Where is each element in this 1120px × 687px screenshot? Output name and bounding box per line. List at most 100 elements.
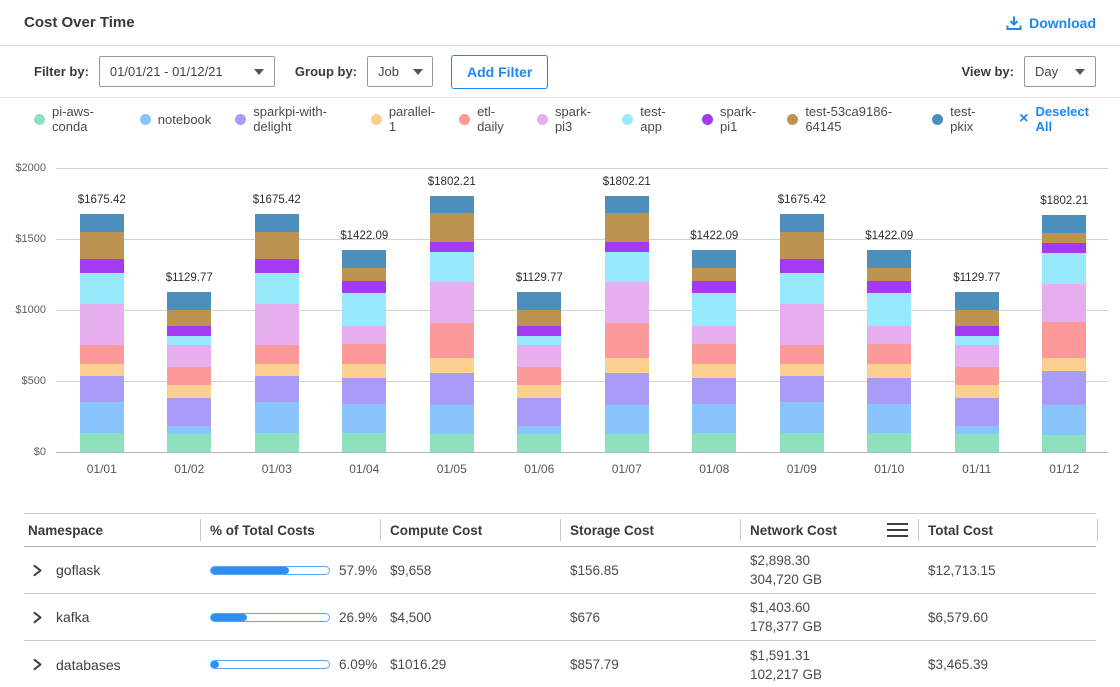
bar-stack[interactable]: [867, 250, 912, 452]
bar-stack[interactable]: [342, 250, 387, 452]
bar-segment-test-app[interactable]: [1042, 253, 1087, 285]
bar-segment-spark-pi3[interactable]: [604, 282, 649, 323]
legend-item-sparkpi-with-delight[interactable]: sparkpi-with-delight: [235, 104, 347, 134]
bar-segment-sparkpi-with-delight[interactable]: [429, 372, 474, 405]
bar-segment-sparkpi-with-delight[interactable]: [167, 397, 212, 426]
bar-segment-sparkpi-with-delight[interactable]: [779, 376, 824, 403]
bar-segment-etl-daily[interactable]: [954, 366, 999, 385]
bar-segment-test-53ca9186-64145[interactable]: [1042, 232, 1087, 244]
bar-segment-etl-daily[interactable]: [429, 322, 474, 358]
bar-segment-spark-pi3[interactable]: [342, 325, 387, 344]
bar-segment-sparkpi-with-delight[interactable]: [867, 378, 912, 405]
legend-item-test-app[interactable]: test-app: [622, 104, 678, 134]
bar-segment-parallel-1[interactable]: [517, 384, 562, 398]
column-header-namespace[interactable]: Namespace: [28, 522, 104, 538]
bar-segment-test-53ca9186-64145[interactable]: [867, 267, 912, 282]
bar-segment-test-app[interactable]: [692, 293, 737, 326]
bar-stack[interactable]: [954, 291, 999, 452]
table-row[interactable]: kafka 26.9% $4,500 $676 $1,403.60 178,377 GB $…: [24, 594, 1096, 641]
bar-segment-notebook[interactable]: [779, 402, 824, 434]
bar-segment-test-pkix[interactable]: [342, 250, 387, 268]
bar-segment-notebook[interactable]: [429, 404, 474, 434]
bar-segment-test-53ca9186-64145[interactable]: [604, 213, 649, 243]
bar-segment-test-pkix[interactable]: [692, 250, 737, 268]
bar-segment-etl-daily[interactable]: [867, 343, 912, 364]
bar-segment-pi-aws-conda[interactable]: [954, 433, 999, 452]
bar-segment-parallel-1[interactable]: [692, 363, 737, 379]
bar-stack[interactable]: [254, 214, 299, 452]
expand-chevron-icon[interactable]: [32, 611, 43, 624]
bar-segment-notebook[interactable]: [254, 402, 299, 434]
bar-stack[interactable]: [692, 250, 737, 452]
bar-segment-test-53ca9186-64145[interactable]: [429, 213, 474, 243]
bar-segment-test-app[interactable]: [517, 336, 562, 346]
bar-segment-spark-pi3[interactable]: [167, 345, 212, 367]
bar-segment-sparkpi-with-delight[interactable]: [517, 397, 562, 426]
bar-segment-spark-pi1[interactable]: [692, 281, 737, 294]
bar-segment-parallel-1[interactable]: [254, 363, 299, 377]
bar-segment-test-app[interactable]: [779, 272, 824, 304]
bar-segment-spark-pi3[interactable]: [254, 303, 299, 345]
date-range-select[interactable]: 01/01/21 - 01/12/21: [98, 56, 275, 87]
bar-stack[interactable]: [604, 196, 649, 452]
bar-segment-pi-aws-conda[interactable]: [1042, 435, 1087, 452]
bar-segment-spark-pi3[interactable]: [779, 303, 824, 345]
bar-segment-test-app[interactable]: [604, 252, 649, 283]
bar-segment-etl-daily[interactable]: [1042, 321, 1087, 358]
bar-segment-notebook[interactable]: [954, 425, 999, 434]
bar-segment-test-pkix[interactable]: [954, 291, 999, 310]
bar-segment-test-pkix[interactable]: [429, 196, 474, 214]
download-button[interactable]: Download: [1006, 15, 1096, 31]
deselect-all-button[interactable]: × Deselect All: [1019, 104, 1096, 134]
bar-segment-spark-pi1[interactable]: [342, 281, 387, 294]
bar-segment-etl-daily[interactable]: [79, 344, 124, 364]
table-row[interactable]: goflask 57.9% $9,658 $156.85 $2,898.30 304,72…: [24, 547, 1096, 594]
bar-segment-sparkpi-with-delight[interactable]: [342, 378, 387, 405]
bar-segment-parallel-1[interactable]: [604, 357, 649, 373]
column-menu-icon[interactable]: [887, 521, 908, 539]
bar-segment-test-53ca9186-64145[interactable]: [692, 267, 737, 282]
bar-segment-spark-pi1[interactable]: [429, 242, 474, 253]
bar-segment-sparkpi-with-delight[interactable]: [79, 376, 124, 403]
bar-stack[interactable]: [79, 214, 124, 452]
bar-segment-test-app[interactable]: [429, 252, 474, 283]
column-header-network-cost[interactable]: Network Cost: [740, 514, 918, 546]
bar-segment-test-53ca9186-64145[interactable]: [79, 231, 124, 260]
bar-segment-pi-aws-conda[interactable]: [692, 433, 737, 452]
expand-chevron-icon[interactable]: [32, 564, 43, 577]
column-header-total-cost[interactable]: Total Cost: [918, 514, 1098, 546]
legend-item-spark-pi3[interactable]: spark-pi3: [536, 104, 598, 134]
bar-segment-pi-aws-conda[interactable]: [867, 433, 912, 452]
view-by-select[interactable]: Day: [1024, 56, 1096, 87]
bar-segment-pi-aws-conda[interactable]: [779, 433, 824, 452]
bar-segment-etl-daily[interactable]: [779, 344, 824, 364]
bar-segment-test-app[interactable]: [167, 336, 212, 346]
bar-stack[interactable]: [517, 291, 562, 452]
add-filter-button[interactable]: Add Filter: [451, 54, 549, 89]
bar-segment-spark-pi3[interactable]: [79, 303, 124, 345]
bar-stack[interactable]: [167, 291, 212, 452]
bar-segment-etl-daily[interactable]: [342, 343, 387, 364]
bar-segment-sparkpi-with-delight[interactable]: [254, 376, 299, 403]
bar-segment-spark-pi1[interactable]: [254, 259, 299, 273]
legend-item-test-pkix[interactable]: test-pkix: [932, 104, 989, 134]
bar-segment-etl-daily[interactable]: [692, 343, 737, 364]
bar-segment-test-app[interactable]: [867, 293, 912, 326]
bar-segment-spark-pi1[interactable]: [604, 242, 649, 253]
bar-segment-spark-pi1[interactable]: [1042, 243, 1087, 254]
bar-segment-etl-daily[interactable]: [604, 322, 649, 358]
bar-segment-parallel-1[interactable]: [342, 363, 387, 379]
bar-segment-test-53ca9186-64145[interactable]: [517, 309, 562, 326]
bar-segment-parallel-1[interactable]: [867, 363, 912, 379]
bar-segment-pi-aws-conda[interactable]: [429, 433, 474, 452]
bar-segment-test-pkix[interactable]: [1042, 215, 1087, 233]
bar-segment-sparkpi-with-delight[interactable]: [604, 372, 649, 405]
legend-item-test-53ca9186-64145[interactable]: test-53ca9186-64145: [787, 104, 908, 134]
bar-segment-test-app[interactable]: [254, 272, 299, 304]
bar-segment-spark-pi1[interactable]: [79, 259, 124, 273]
bar-segment-sparkpi-with-delight[interactable]: [1042, 371, 1087, 406]
bar-segment-spark-pi3[interactable]: [1042, 284, 1087, 322]
bar-segment-parallel-1[interactable]: [954, 384, 999, 398]
column-header-compute-cost[interactable]: Compute Cost: [380, 514, 560, 546]
bar-segment-etl-daily[interactable]: [167, 366, 212, 385]
